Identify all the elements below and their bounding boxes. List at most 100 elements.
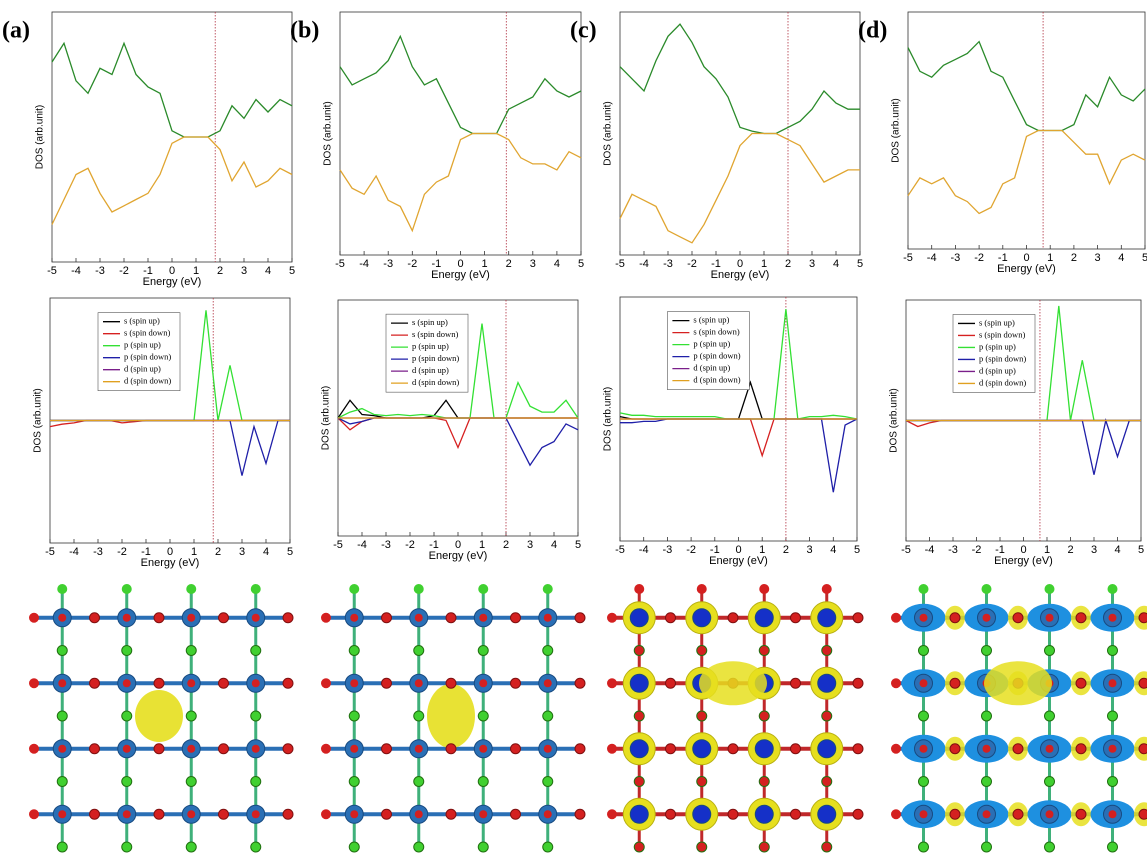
atom xyxy=(919,810,928,819)
x-tick-label: 1 xyxy=(479,539,485,551)
legend-label: s (spin up) xyxy=(124,316,160,326)
x-axis-label: Energy (eV) xyxy=(429,550,488,562)
atom xyxy=(1045,744,1054,753)
x-tick-label: -3 xyxy=(663,544,673,556)
atom xyxy=(817,739,837,759)
x-tick-label: -5 xyxy=(47,265,57,277)
atom xyxy=(696,710,708,722)
atom xyxy=(1044,776,1055,787)
atom xyxy=(817,673,837,693)
atom xyxy=(1138,612,1147,624)
atom xyxy=(121,710,133,722)
atom xyxy=(543,810,552,819)
x-tick-label: -2 xyxy=(972,544,982,556)
x-tick-label: -2 xyxy=(407,258,417,270)
legend-label: d (spin up) xyxy=(979,365,1016,375)
atom xyxy=(185,645,197,656)
atom xyxy=(1075,743,1087,755)
charge-density xyxy=(984,661,1052,706)
atom xyxy=(1044,710,1055,722)
atom xyxy=(949,677,961,689)
x-axis-label: Energy (eV) xyxy=(994,555,1053,567)
x-tick-label: -4 xyxy=(927,252,937,264)
x-tick-label: 2 xyxy=(783,544,789,556)
atom xyxy=(754,804,774,824)
legend-label: s (spin down) xyxy=(412,329,458,339)
x-tick-label: 0 xyxy=(455,539,461,551)
y-axis-label: DOS (arb.unit) xyxy=(603,101,614,165)
atom xyxy=(1108,744,1117,753)
x-tick-label: 2 xyxy=(217,265,223,277)
legend-label: s (spin down) xyxy=(124,328,170,338)
y-axis-label: DOS (arb.unit) xyxy=(889,388,900,452)
x-tick-label: 3 xyxy=(809,258,815,270)
atom xyxy=(350,810,359,819)
x-tick-label: -5 xyxy=(615,544,625,556)
legend-label: d (spin up) xyxy=(693,363,730,373)
atom xyxy=(574,677,586,689)
atom xyxy=(607,809,617,820)
atom xyxy=(542,584,553,594)
atom xyxy=(634,584,645,594)
x-tick-label: 0 xyxy=(1020,544,1026,556)
panel-label: (a) xyxy=(2,18,30,44)
x-tick-label: 0 xyxy=(737,258,743,270)
atom xyxy=(381,677,392,689)
x-tick-label: 2 xyxy=(215,546,221,558)
atom xyxy=(633,776,645,787)
atom xyxy=(413,645,425,656)
atom xyxy=(89,743,100,755)
atom xyxy=(918,645,929,656)
atom xyxy=(696,776,708,787)
atom xyxy=(981,645,992,656)
atom xyxy=(1138,743,1147,755)
atom xyxy=(754,739,774,759)
atom xyxy=(510,743,521,755)
atom xyxy=(981,584,992,594)
atom xyxy=(790,743,801,755)
atom xyxy=(445,677,457,689)
atom xyxy=(414,744,423,753)
x-tick-label: -3 xyxy=(95,265,105,277)
x-tick-label: -4 xyxy=(639,544,649,556)
atom xyxy=(56,645,68,656)
atom xyxy=(1108,810,1117,819)
atom xyxy=(574,743,586,755)
atom xyxy=(1044,645,1055,656)
atom xyxy=(477,710,489,722)
charge-density xyxy=(135,690,183,742)
atom xyxy=(350,613,359,622)
atom xyxy=(413,776,425,787)
dos-line xyxy=(337,399,578,419)
x-tick-label: 0 xyxy=(457,258,463,270)
atom xyxy=(821,841,833,853)
atom xyxy=(348,841,360,853)
atom xyxy=(852,612,864,624)
atom xyxy=(218,612,229,624)
atom xyxy=(1138,808,1147,820)
atom xyxy=(665,677,676,689)
atom xyxy=(665,612,676,624)
atom xyxy=(692,804,712,824)
atom xyxy=(821,710,833,722)
atom xyxy=(282,808,294,820)
charge-density xyxy=(427,684,475,748)
dos-line xyxy=(620,418,858,493)
x-tick-label: -4 xyxy=(639,258,649,270)
dos-line xyxy=(907,40,1146,132)
x-tick-label: -1 xyxy=(995,544,1005,556)
atom xyxy=(727,743,739,755)
x-tick-label: 4 xyxy=(551,539,557,551)
atom xyxy=(1108,679,1117,688)
x-tick-label: -2 xyxy=(117,546,127,558)
dos-line xyxy=(907,129,1146,215)
legend-label: d (spin down) xyxy=(124,376,171,386)
atom xyxy=(982,810,991,819)
x-tick-label: -1 xyxy=(141,546,151,558)
atom xyxy=(891,809,901,820)
atom xyxy=(1108,613,1117,622)
x-tick-label: 4 xyxy=(1118,252,1124,264)
atom xyxy=(414,679,423,688)
x-tick-label: 2 xyxy=(785,258,791,270)
atom xyxy=(153,677,165,689)
